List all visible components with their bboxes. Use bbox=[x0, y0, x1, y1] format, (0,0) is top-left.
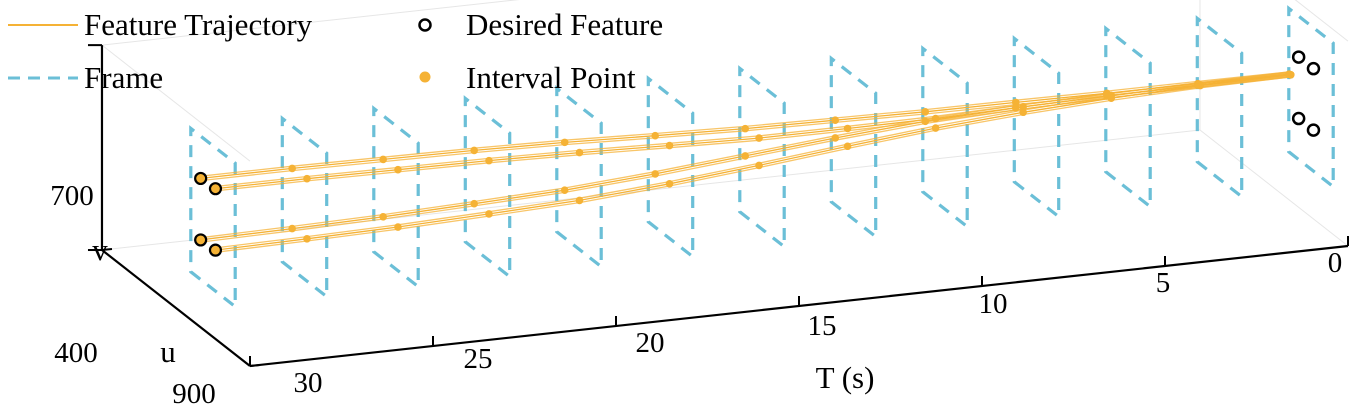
x-axis-label: T (s) bbox=[816, 360, 875, 395]
z-axis-label: u bbox=[160, 334, 176, 369]
frame bbox=[372, 105, 420, 290]
z-tick-label: 900 bbox=[172, 378, 216, 410]
interval-point bbox=[575, 196, 584, 205]
interval-point bbox=[288, 164, 296, 173]
interval-point bbox=[931, 124, 940, 132]
interval-point bbox=[470, 199, 478, 208]
legend-label-desired-feature: Desired Feature bbox=[466, 7, 663, 42]
frames-layer bbox=[189, 5, 1335, 310]
z-tick bbox=[101, 248, 113, 252]
box-edge bbox=[1199, 129, 1349, 247]
interval-point bbox=[485, 156, 493, 165]
y-tick-label: 700 bbox=[50, 180, 94, 212]
interval-point bbox=[379, 155, 387, 164]
frame bbox=[280, 115, 329, 300]
interval-point bbox=[1011, 104, 1020, 112]
frame bbox=[1012, 35, 1061, 220]
interval-point bbox=[1019, 108, 1027, 117]
interval-point bbox=[665, 179, 674, 188]
desired-features-layer bbox=[1291, 50, 1321, 137]
interval-point bbox=[831, 134, 840, 142]
interval-point bbox=[651, 170, 659, 178]
start-point bbox=[194, 171, 208, 186]
interval-point bbox=[470, 146, 478, 155]
frame bbox=[463, 95, 512, 280]
axes-layer bbox=[87, 44, 1349, 368]
legend-label-frame: Frame bbox=[84, 60, 163, 95]
interval-point bbox=[379, 212, 387, 221]
frame bbox=[829, 55, 878, 240]
interval-point bbox=[921, 107, 930, 116]
desired-feature bbox=[1291, 50, 1306, 64]
frame bbox=[1195, 15, 1244, 200]
interval-point bbox=[741, 124, 750, 133]
interval-point bbox=[303, 234, 311, 243]
feature-trajectory-line bbox=[200, 71, 1290, 177]
interval-point bbox=[843, 142, 852, 151]
interval-point bbox=[1019, 102, 1027, 111]
interval-point bbox=[831, 116, 840, 124]
interval-points-layer bbox=[194, 70, 1295, 257]
interval-point bbox=[560, 138, 569, 147]
y-tick-label: 400 bbox=[54, 337, 98, 369]
z-tick bbox=[249, 364, 261, 367]
interval-point bbox=[665, 141, 674, 150]
feature-trajectory-line bbox=[215, 76, 1291, 192]
trajectories-layer bbox=[200, 71, 1291, 253]
x-tick-label: 0 bbox=[1328, 247, 1343, 279]
legend-label-interval-point: Interval Point bbox=[466, 60, 636, 95]
interval-point bbox=[1193, 81, 1202, 89]
x-tick-label: 30 bbox=[294, 367, 323, 399]
interval-point bbox=[303, 174, 311, 183]
box-edge bbox=[101, 44, 251, 162]
interval-point bbox=[755, 134, 763, 142]
x-tick-label: 10 bbox=[979, 288, 1008, 320]
interval-point bbox=[741, 152, 750, 160]
interval-point bbox=[1011, 98, 1020, 107]
x-tick-label: 20 bbox=[636, 327, 665, 359]
u-axis-line bbox=[101, 249, 251, 367]
desired-feature bbox=[1306, 123, 1321, 137]
box-edge bbox=[101, 0, 520, 46]
interval-point bbox=[485, 210, 493, 218]
x-tick-label: 5 bbox=[1156, 267, 1171, 299]
start-point bbox=[194, 233, 208, 247]
box-edge bbox=[1294, 0, 1349, 42]
legend-label-feature-trajectory: Feature Trajectory bbox=[84, 7, 313, 42]
y-axis-label: v bbox=[92, 232, 108, 267]
start-point bbox=[208, 243, 223, 257]
x-tick-label: 15 bbox=[808, 310, 837, 342]
interval-point bbox=[1102, 92, 1111, 100]
legend-swatch-interval-point bbox=[419, 71, 431, 83]
frame bbox=[738, 65, 786, 250]
frame bbox=[189, 125, 237, 310]
feature-trajectory-line bbox=[215, 74, 1291, 190]
frame bbox=[1287, 5, 1335, 190]
interval-point bbox=[1285, 70, 1293, 78]
frame bbox=[921, 45, 969, 230]
legend: Feature Trajectory Frame Desired Feature… bbox=[8, 7, 663, 95]
interval-point bbox=[843, 124, 852, 133]
interval-point bbox=[394, 165, 402, 174]
interval-point bbox=[575, 148, 584, 157]
interval-point bbox=[921, 117, 930, 126]
interval-point bbox=[755, 161, 763, 170]
interval-point bbox=[651, 131, 659, 140]
desired-feature bbox=[1306, 61, 1321, 76]
desired-feature bbox=[1291, 111, 1306, 126]
start-point bbox=[208, 182, 223, 196]
interval-point bbox=[394, 223, 402, 231]
frame bbox=[555, 85, 603, 270]
interval-point bbox=[560, 186, 569, 194]
interval-point bbox=[288, 224, 296, 233]
legend-swatch-desired-feature bbox=[418, 18, 432, 32]
frame bbox=[646, 75, 695, 260]
x-tick-label: 25 bbox=[464, 343, 493, 375]
frame bbox=[1104, 25, 1152, 210]
interval-point bbox=[931, 114, 940, 123]
